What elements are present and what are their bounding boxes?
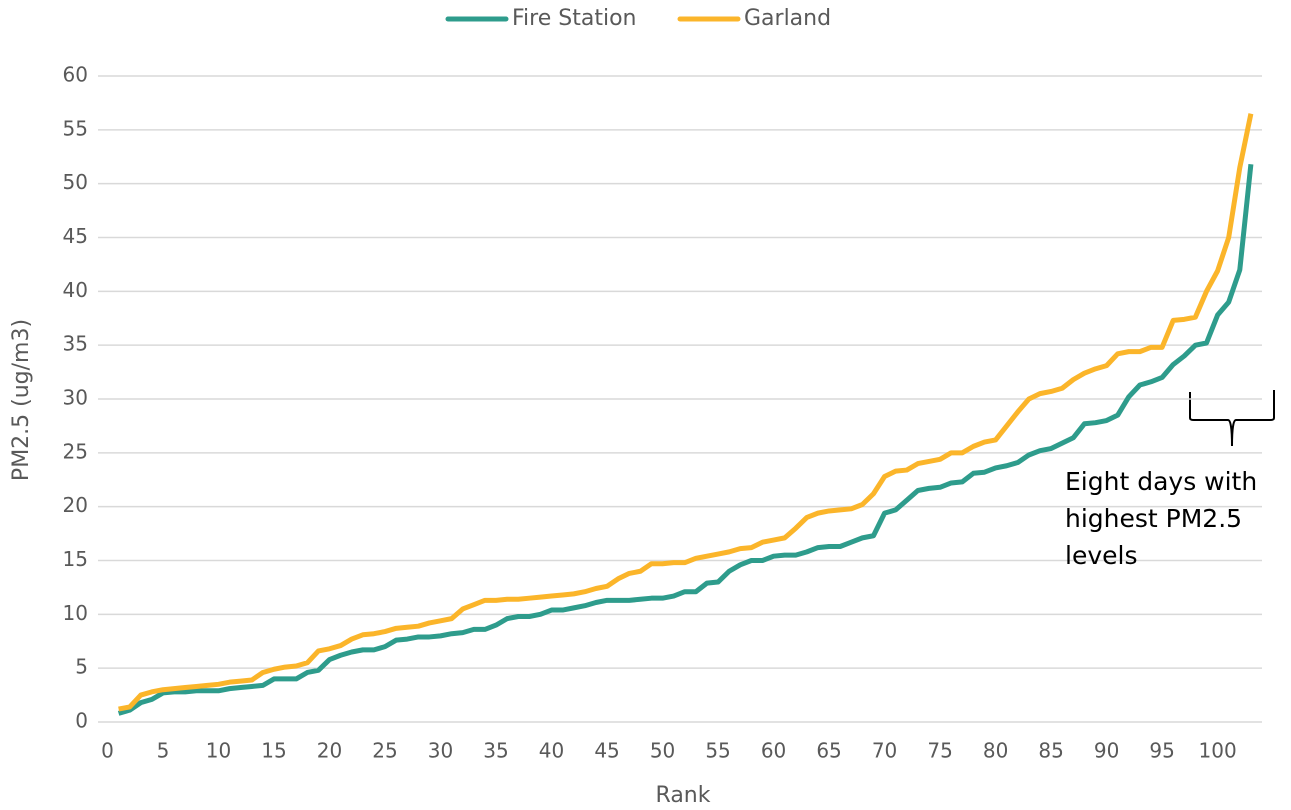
x-tick-label: 30: [428, 739, 453, 763]
y-tick-label: 20: [63, 493, 88, 517]
line-series: [117, 164, 1254, 716]
x-tick-label: 35: [483, 739, 508, 763]
y-tick-label: 60: [63, 63, 88, 87]
x-tick-label: 0: [101, 739, 114, 763]
y-tick-label: 10: [63, 601, 88, 625]
y-tick-label: 40: [63, 278, 88, 302]
y-tick-label: 35: [63, 332, 88, 356]
x-tick-label: 85: [1038, 739, 1063, 763]
x-tick-label: 50: [650, 739, 675, 763]
y-tick-label: 25: [63, 439, 88, 463]
annotation: Eight days with: [1065, 467, 1257, 496]
annotation: highest PM2.5: [1065, 504, 1242, 533]
x-tick-label: 60: [761, 739, 786, 763]
y-tick-label: 55: [63, 116, 88, 140]
x-tick-label: 90: [1094, 739, 1119, 763]
x-tick-label: 75: [927, 739, 952, 763]
x-tick-label: 65: [816, 739, 841, 763]
y-tick-label: 45: [63, 224, 88, 248]
x-axis-label: Rank: [656, 783, 711, 808]
x-tick-label: 70: [872, 739, 897, 763]
y-tick-label: 30: [63, 386, 88, 410]
y-tick-label: 50: [63, 170, 88, 194]
bracket: [1189, 390, 1275, 447]
x-tick-label: 15: [261, 739, 286, 763]
x-tick-label: 100: [1199, 739, 1237, 763]
legend-label: Fire Station: [512, 6, 636, 31]
line-series: [118, 113, 1254, 712]
x-tick-label: 45: [594, 739, 619, 763]
x-tick-label: 95: [1149, 739, 1174, 763]
x-tick-label: 5: [157, 739, 170, 763]
y-axis-label: PM2.5 (ug/m3): [9, 319, 34, 481]
x-tick-label: 55: [705, 739, 730, 763]
annotation: levels: [1065, 541, 1137, 570]
y-tick-label: 5: [75, 655, 88, 679]
x-tick-label: 20: [317, 739, 342, 763]
x-tick-label: 25: [372, 739, 397, 763]
x-tick-label: 80: [983, 739, 1008, 763]
x-tick-label: 40: [539, 739, 564, 763]
x-tick-label: 10: [206, 739, 231, 763]
y-tick-label: 15: [63, 547, 88, 571]
legend-label: Garland: [744, 6, 831, 31]
y-tick-label: 0: [75, 709, 88, 733]
